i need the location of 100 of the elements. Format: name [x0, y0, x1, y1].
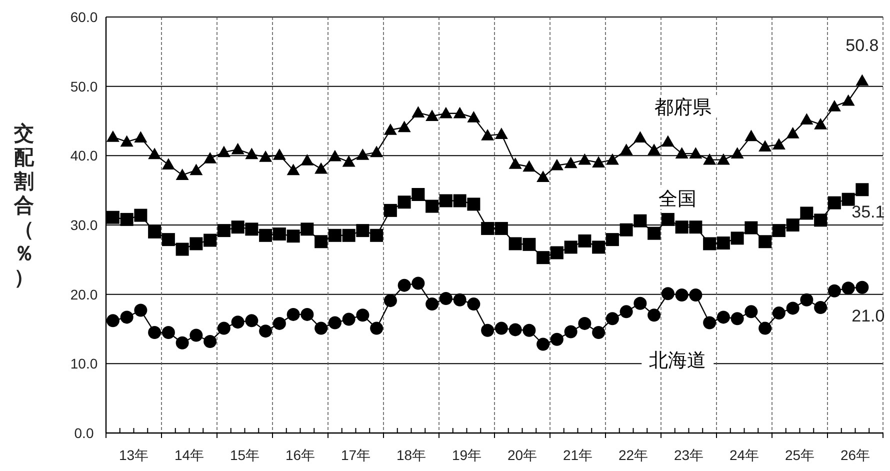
point	[620, 305, 633, 318]
point	[176, 242, 189, 256]
point	[286, 164, 300, 176]
point	[272, 148, 286, 160]
point	[828, 284, 841, 298]
data-label: 35.1	[852, 202, 885, 222]
y-tick-label: 50.0	[70, 78, 98, 94]
point	[730, 147, 744, 158]
point	[217, 224, 230, 238]
point	[592, 326, 606, 339]
point	[578, 234, 592, 248]
point	[675, 288, 688, 302]
point	[716, 310, 730, 324]
y-tick-label: 10.0	[70, 356, 98, 372]
y-tick-label: 40.0	[70, 148, 98, 164]
point	[245, 222, 258, 236]
y-axis-title: 交配割合（％）	[13, 122, 35, 289]
point	[106, 210, 120, 224]
point	[342, 155, 356, 167]
point	[259, 150, 272, 162]
point	[786, 302, 800, 315]
point	[828, 100, 841, 112]
point	[703, 153, 716, 165]
point	[564, 156, 578, 168]
x-tick-label: 22年	[618, 447, 648, 463]
point	[800, 113, 814, 124]
point	[190, 237, 203, 250]
point	[814, 301, 828, 314]
point	[426, 110, 439, 122]
point	[800, 293, 814, 306]
point	[675, 220, 688, 234]
point	[467, 298, 480, 311]
point	[772, 224, 786, 238]
point	[162, 158, 175, 170]
y-tick-label: 0.0	[74, 425, 94, 441]
point	[814, 214, 828, 227]
point	[231, 316, 244, 329]
point	[675, 147, 688, 158]
point	[828, 196, 841, 210]
point	[758, 322, 772, 335]
point	[648, 144, 661, 155]
point	[148, 225, 162, 238]
point	[689, 147, 702, 158]
point	[703, 316, 716, 330]
point	[508, 157, 522, 169]
point	[286, 230, 300, 243]
point	[384, 124, 397, 135]
data-label: 50.8	[846, 36, 879, 55]
point	[522, 160, 536, 172]
point	[772, 138, 786, 150]
x-tick-label: 16年	[285, 447, 316, 463]
point	[398, 278, 411, 292]
point	[578, 153, 592, 165]
x-tick-label: 26年	[840, 447, 870, 463]
point	[689, 220, 702, 234]
point	[106, 130, 120, 142]
point	[384, 204, 397, 217]
point	[842, 94, 855, 106]
x-tick-label: 13年	[118, 447, 149, 463]
point	[620, 223, 633, 236]
point	[328, 150, 342, 162]
x-tick-label: 19年	[452, 447, 482, 463]
point	[120, 135, 134, 147]
point	[730, 312, 744, 326]
y-tick-label: 30.0	[70, 217, 98, 233]
data-label: 21.0	[852, 306, 885, 326]
point	[508, 237, 522, 250]
x-tick-label: 23年	[674, 447, 704, 463]
point	[120, 310, 134, 324]
point	[522, 238, 536, 251]
point	[744, 130, 758, 142]
point	[314, 162, 328, 174]
point	[467, 198, 480, 211]
point	[716, 236, 730, 250]
point	[592, 240, 606, 254]
point	[481, 222, 494, 235]
point	[204, 334, 217, 348]
point	[190, 164, 203, 176]
point	[398, 196, 411, 209]
point	[134, 304, 148, 317]
point	[634, 131, 647, 143]
x-tick-label: 18年	[396, 447, 426, 463]
point	[314, 322, 328, 335]
y-tick-label: 60.0	[70, 9, 98, 25]
point	[412, 106, 425, 118]
point	[634, 214, 647, 228]
point	[536, 251, 550, 264]
point	[550, 246, 564, 260]
point	[204, 152, 217, 164]
point	[467, 111, 480, 122]
point	[661, 135, 674, 147]
point	[300, 222, 314, 236]
point	[578, 316, 592, 330]
point	[564, 325, 578, 338]
point	[634, 296, 647, 310]
point	[148, 326, 162, 339]
x-tick-label: 25年	[784, 447, 815, 463]
point	[286, 308, 300, 321]
point	[300, 154, 314, 166]
point	[356, 224, 370, 238]
